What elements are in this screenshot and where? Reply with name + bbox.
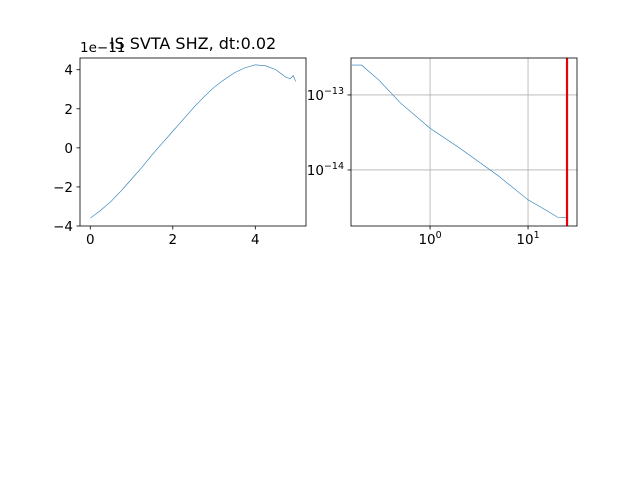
y-tick-label: 10−14 [307, 161, 344, 179]
y-tick-label: −4 [53, 219, 73, 235]
data-line [90, 64, 297, 219]
axes-frame [79, 57, 307, 227]
x-tick-label: 2 [168, 232, 177, 248]
y-tick-label: −2 [53, 180, 73, 196]
y-tick-label: 2 [64, 102, 73, 118]
x-tick-label: 4 [251, 232, 260, 248]
axes-frame [350, 57, 578, 227]
x-tick-label: 101 [516, 230, 539, 248]
x-tick-label: 0 [86, 232, 95, 248]
chart-title: IS SVTA SHZ, dt:0.02 [110, 34, 276, 53]
x-tick-label: 100 [418, 230, 441, 248]
y-tick-label: 4 [64, 63, 73, 79]
y-offset-label: 1e−11 [80, 40, 125, 56]
data-line [352, 64, 568, 219]
y-tick-label: 0 [64, 141, 73, 157]
y-tick-label: 10−13 [307, 86, 344, 104]
